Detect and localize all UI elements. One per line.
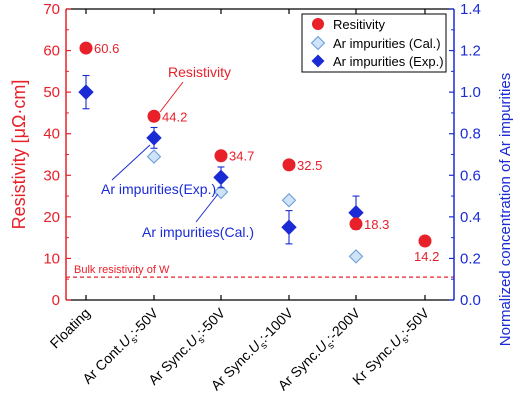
cal-point — [348, 249, 364, 264]
right-tick-label: 0.6 — [460, 167, 481, 184]
resistivity-point — [282, 158, 296, 172]
annotation-resistivity-pointer — [159, 81, 184, 113]
exp-point — [213, 169, 229, 186]
resistivity-point — [418, 234, 432, 248]
resistivity-point — [214, 149, 228, 163]
legend-box — [301, 13, 447, 73]
legend-label: Ar impurities (Exp.) — [333, 54, 444, 69]
legend-marker-resistivity — [312, 18, 324, 30]
right-tick-label: 0.4 — [460, 209, 481, 226]
annotation-exp: Ar impurities(Exp.) — [101, 181, 216, 197]
resistivity-data-label: 44.2 — [162, 109, 187, 124]
left-tick-label: 30 — [43, 167, 60, 184]
annotation-resistivity: Resistivity — [168, 64, 231, 80]
legend-marker-cal — [310, 35, 326, 51]
resistivity-data-label: 32.5 — [297, 158, 322, 173]
left-tick-label: 50 — [43, 84, 60, 101]
resistivity-data-label: 60.6 — [94, 41, 119, 56]
left-tick-label: 10 — [43, 250, 60, 267]
left-tick-label: 20 — [43, 209, 60, 226]
resistivity-data-label: 34.7 — [229, 149, 254, 164]
legend: Resitivity Ar impurities (Cal.) Ar impurit… — [301, 13, 447, 73]
resistivity-point — [349, 217, 363, 231]
x-tick-label: Floating — [47, 305, 94, 352]
legend-label: Ar impurities (Cal.) — [333, 36, 441, 51]
left-tick-label: 0 — [52, 292, 60, 309]
exp-point — [146, 130, 162, 146]
left-axis-title: Resistivity [μΩ·cm] — [9, 80, 29, 230]
x-tick-label: Kr Sync.Us:-50V — [349, 304, 435, 390]
cal-point — [146, 149, 162, 164]
right-tick-label: 0.0 — [460, 292, 481, 309]
right-tick-label: 1.4 — [460, 1, 481, 18]
annotation-cal-pointer — [195, 193, 219, 223]
exp-point — [281, 219, 297, 235]
left-tick-label: 60 — [43, 43, 60, 60]
right-tick-label: 1.2 — [460, 43, 481, 60]
right-tick-label: 0.8 — [460, 126, 481, 143]
legend-label: Resitivity — [333, 17, 386, 32]
cal-point — [213, 184, 229, 200]
annotation-cal: Ar impurities(Cal.) — [142, 224, 254, 240]
annotation-exp-pointer — [111, 144, 151, 181]
right-tick-label: 1.0 — [460, 84, 481, 101]
resistivity-point — [79, 41, 93, 55]
resistivity-data-label: 14.2 — [414, 249, 439, 264]
resistivity-point — [147, 109, 161, 123]
left-tick-label: 40 — [43, 126, 60, 143]
plot-area: Bulk resistivity of W 0 10 20 30 40 50 60 70 0.0 0… — [9, 1, 514, 393]
exp-point — [78, 84, 94, 100]
reference-line-label: Bulk resistivity of W — [74, 264, 170, 276]
left-tick-label: 70 — [43, 1, 60, 18]
resistivity-data-label: 18.3 — [364, 217, 389, 232]
cal-point — [281, 192, 297, 208]
right-tick-label: 0.2 — [460, 250, 481, 267]
legend-marker-exp — [311, 54, 325, 68]
right-axis-title: Normalized concentration of Ar impuritie… — [497, 73, 514, 346]
